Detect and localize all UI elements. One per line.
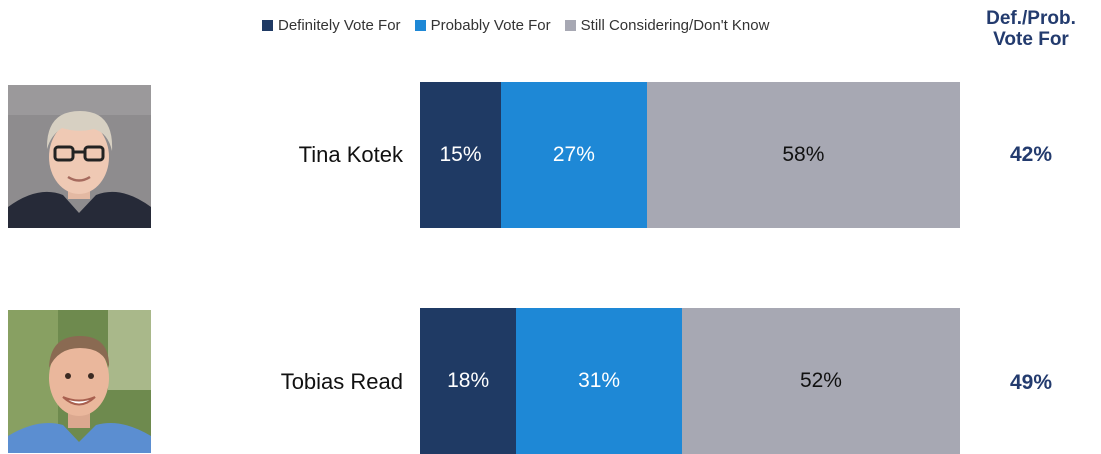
legend-label-definitely: Definitely Vote For	[278, 16, 401, 34]
bar-segment-label: 18%	[447, 369, 490, 392]
candidate-photo-read	[8, 310, 151, 453]
stacked-bar-read: 18% 31% 52%	[420, 308, 960, 454]
legend-item-considering: Still Considering/Don't Know	[564, 16, 770, 34]
bar-segment-label: 27%	[552, 143, 595, 166]
candidate-photo-kotek	[8, 85, 151, 228]
bar-segment-definitely: 15%	[420, 82, 501, 228]
totals-header-line-2: Vote For	[993, 29, 1069, 50]
bar-segment-label: 58%	[782, 143, 825, 166]
chart-legend: Definitely Vote For Probably Vote For St…	[262, 13, 783, 37]
bar-segment-definitely: 18%	[420, 308, 517, 454]
legend-item-probably: Probably Vote For	[414, 16, 551, 34]
candidate-photo-icon	[8, 85, 151, 228]
bar-segment-probably: 27%	[501, 82, 647, 228]
legend-label-considering: Still Considering/Don't Know	[580, 16, 770, 34]
bar-segment-probably: 31%	[516, 308, 682, 454]
candidate-name-kotek: Tina Kotek	[298, 142, 403, 167]
stacked-bar-kotek: 15% 27% 58%	[420, 82, 960, 228]
bar-segment-label: 52%	[799, 369, 842, 392]
legend-swatch-considering	[564, 19, 576, 31]
legend-swatch-definitely	[262, 19, 273, 31]
bar-segment-considering: 52%	[681, 308, 960, 454]
totals-header-line-1: Def./Prob.	[986, 8, 1076, 29]
candidate-photo-icon	[8, 310, 151, 453]
total-value-kotek: 42%	[1009, 143, 1053, 166]
total-value-read: 49%	[1009, 371, 1053, 394]
candidate-name-read: Tobias Read	[280, 369, 403, 394]
bar-segment-label: 31%	[578, 369, 621, 392]
legend-item-definitely: Definitely Vote For	[262, 17, 401, 34]
bar-segment-label: 15%	[439, 143, 482, 166]
legend-label-probably: Probably Vote For	[430, 16, 551, 34]
totals-column-header: Def./Prob. Vote For	[970, 8, 1092, 50]
legend-swatch-probably	[414, 19, 426, 31]
bar-segment-considering: 58%	[646, 82, 960, 228]
